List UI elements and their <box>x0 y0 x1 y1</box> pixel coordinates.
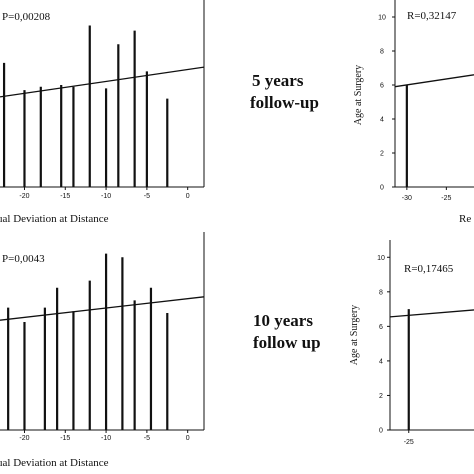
x-tick-label-1: -25 <box>441 195 451 202</box>
x-tick-label-0: -25 <box>404 439 414 446</box>
x-tick-label-3: -5 <box>144 193 150 200</box>
x-tick-label-4: 0 <box>186 193 190 200</box>
stat-annotation: R=0,17465 <box>404 263 454 275</box>
y-tick-label-0: 0 <box>379 428 383 435</box>
stat-annotation: P=0,00208 <box>2 11 51 23</box>
x-tick-label-2: -10 <box>101 193 111 200</box>
mid-label-5-years-line1: 5 years <box>252 71 304 90</box>
regression-line <box>389 309 474 318</box>
mid-label-10-years-line2: follow up <box>253 333 321 352</box>
x-tick-label-2: -10 <box>101 435 111 442</box>
y-tick-label-1: 2 <box>380 151 384 158</box>
x-axis-label: ual Deviation at Distance <box>0 457 109 469</box>
x-axis-label: ual Deviation at Distance <box>0 213 109 225</box>
y-tick-label-2: 4 <box>379 358 383 365</box>
y-tick-label-5: 10 <box>377 255 385 262</box>
chart-panel-left-bottom: -20 -15 -10 -5 0 ual Deviation at Distance P=0… <box>0 232 205 469</box>
y-tick-label-0: 0 <box>380 185 384 192</box>
regression-line <box>0 296 205 321</box>
regression-line <box>0 66 205 98</box>
x-tick-label-4: 0 <box>186 435 190 442</box>
stat-annotation: R=0,32147 <box>407 10 457 22</box>
mid-label-10-years: 10 years follow up <box>253 311 321 352</box>
y-tick-label-5: 10 <box>378 15 386 22</box>
y-tick-label-3: 6 <box>379 324 383 331</box>
mid-label-5-years: 5 years follow-up <box>250 71 319 112</box>
chart-panel-right-bottom: -25 0 2 4 6 8 10 Age at Surgery R=0,17465 <box>349 240 474 446</box>
x-tick-label-3: -5 <box>144 435 150 442</box>
regression-line <box>394 74 474 88</box>
x-axis-label: Re <box>459 213 471 225</box>
y-tick-label-4: 8 <box>379 289 383 296</box>
y-tick-label-3: 6 <box>380 83 384 90</box>
mid-label-10-years-line1: 10 years <box>253 311 313 330</box>
x-tick-label-1: -15 <box>60 435 70 442</box>
x-tick-label-1: -15 <box>60 193 70 200</box>
mid-label-5-years-line2: follow-up <box>250 93 319 112</box>
x-tick-label-0: -20 <box>19 193 29 200</box>
y-tick-label-1: 2 <box>379 393 383 400</box>
x-tick-label-0: -30 <box>402 195 412 202</box>
y-axis-label: Age at Surgery <box>353 65 364 125</box>
chart-panel-right-top: -30 -25 0 2 4 6 8 10 Age at Surgery Re R=0,32147 <box>353 0 474 225</box>
y-axis-label: Age at Surgery <box>349 305 360 365</box>
chart-panel-left-top: -20 -15 -10 -5 0 ual Deviation at Distance P=0… <box>0 0 205 225</box>
x-tick-label-0: -20 <box>19 435 29 442</box>
y-tick-label-4: 8 <box>380 49 384 56</box>
y-tick-label-2: 4 <box>380 117 384 124</box>
stat-annotation: P=0,0043 <box>2 253 45 265</box>
